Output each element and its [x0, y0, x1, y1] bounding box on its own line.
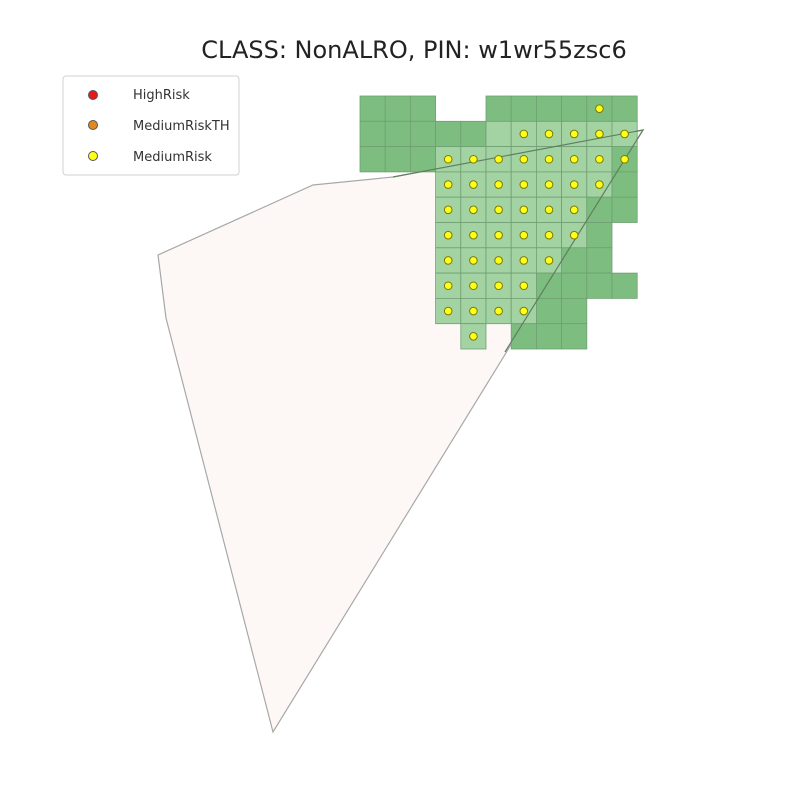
legend-item-highrisk: HighRisk [88, 88, 190, 103]
medium-risk-point [544, 205, 554, 215]
medium-risk-point [569, 205, 579, 215]
grid-cell [409, 95, 436, 122]
grid-cell [409, 146, 436, 173]
medium-risk-point [569, 154, 579, 164]
legend-item-mediumrisk: MediumRisk [88, 150, 212, 165]
grid-cell [460, 120, 487, 148]
medium-risk-point [469, 256, 478, 265]
grid-cell [485, 120, 512, 148]
medium-risk-point [569, 129, 579, 139]
grid-cell [586, 95, 613, 122]
medium-risk-point [620, 129, 629, 139]
medium-risk-point [443, 154, 453, 164]
legend-label-highrisk: HighRisk [133, 88, 190, 103]
medium-risk-point [469, 230, 478, 240]
grid-cell [561, 297, 588, 325]
legend-box [62, 75, 240, 176]
medium-risk-point [494, 154, 503, 164]
grid-cell [611, 95, 638, 122]
medium-risk-point [519, 129, 529, 139]
grid-cell [384, 95, 411, 122]
grid-cell [460, 146, 487, 173]
medium-risk-point [494, 281, 503, 291]
grid-cell [586, 247, 613, 274]
legend-label-mediumriskth: MediumRiskTH [133, 119, 230, 134]
medium-risk-point [443, 205, 453, 215]
medium-risk-point [494, 306, 503, 316]
legend-marker-mediumriskth [88, 120, 98, 130]
medium-risk-point [494, 230, 503, 240]
grid-cell [561, 323, 588, 350]
medium-risk-point [469, 332, 478, 341]
grid-cell [586, 272, 613, 299]
medium-risk-point [620, 154, 629, 164]
grid-cell [611, 272, 638, 299]
legend-marker-mediumrisk [88, 151, 98, 161]
legend-label-mediumrisk: MediumRisk [133, 150, 212, 165]
medium-risk-point [544, 154, 554, 164]
grid-cell [384, 146, 411, 173]
medium-risk-point [519, 281, 529, 291]
medium-risk-point [469, 306, 478, 316]
grid-cell [359, 146, 386, 173]
medium-risk-point [595, 154, 604, 164]
medium-risk-point [443, 256, 453, 265]
grid-cell [409, 120, 436, 148]
medium-risk-point [519, 230, 529, 240]
medium-risk-point [469, 281, 478, 291]
grid-cell [561, 247, 588, 274]
medium-risk-point [544, 230, 554, 240]
grid-cell [561, 95, 588, 122]
grid-cell [611, 171, 638, 198]
medium-risk-point [494, 205, 503, 215]
medium-risk-point [469, 180, 478, 189]
medium-risk-point [519, 306, 529, 316]
medium-risk-point [469, 154, 478, 164]
medium-risk-point [494, 180, 503, 189]
medium-risk-point [595, 104, 604, 113]
medium-risk-point [519, 154, 529, 164]
medium-risk-point [519, 205, 529, 215]
grid-cell [384, 120, 411, 148]
medium-risk-point [443, 281, 453, 291]
map-title: CLASS: NonALRO, PIN: w1wr55zsc6 [201, 36, 626, 64]
grid-cell [561, 272, 588, 299]
medium-risk-point [595, 180, 604, 189]
medium-risk-point [544, 180, 554, 189]
medium-risk-point [569, 180, 579, 189]
grid-cell [359, 95, 386, 122]
medium-risk-point [569, 230, 579, 240]
legend-marker-highrisk [88, 90, 98, 100]
grid-cell [510, 95, 537, 122]
medium-risk-point [544, 129, 554, 139]
medium-risk-point [595, 129, 604, 139]
grid-cell [485, 95, 512, 122]
medium-risk-point [519, 256, 529, 265]
legend-item-mediumriskth: MediumRiskTH [88, 119, 230, 134]
medium-risk-point [494, 256, 503, 265]
medium-risk-point [469, 205, 478, 215]
grid-cell [586, 196, 613, 223]
medium-risk-point [443, 180, 453, 189]
medium-risk-point [443, 230, 453, 240]
medium-risk-point [544, 256, 554, 265]
grid-cell [485, 222, 512, 249]
risk-points [443, 104, 629, 341]
grid-cell [586, 222, 613, 249]
legend: HighRisk MediumRiskTH MediumRisk [62, 75, 240, 176]
grid-cell [536, 95, 563, 122]
grid-cell [536, 297, 563, 325]
medium-risk-point [519, 180, 529, 189]
grid-cell [536, 323, 563, 350]
grid-cell [611, 196, 638, 223]
grid-cell [435, 120, 462, 148]
grid-cell [359, 120, 386, 148]
medium-risk-point [443, 306, 453, 316]
